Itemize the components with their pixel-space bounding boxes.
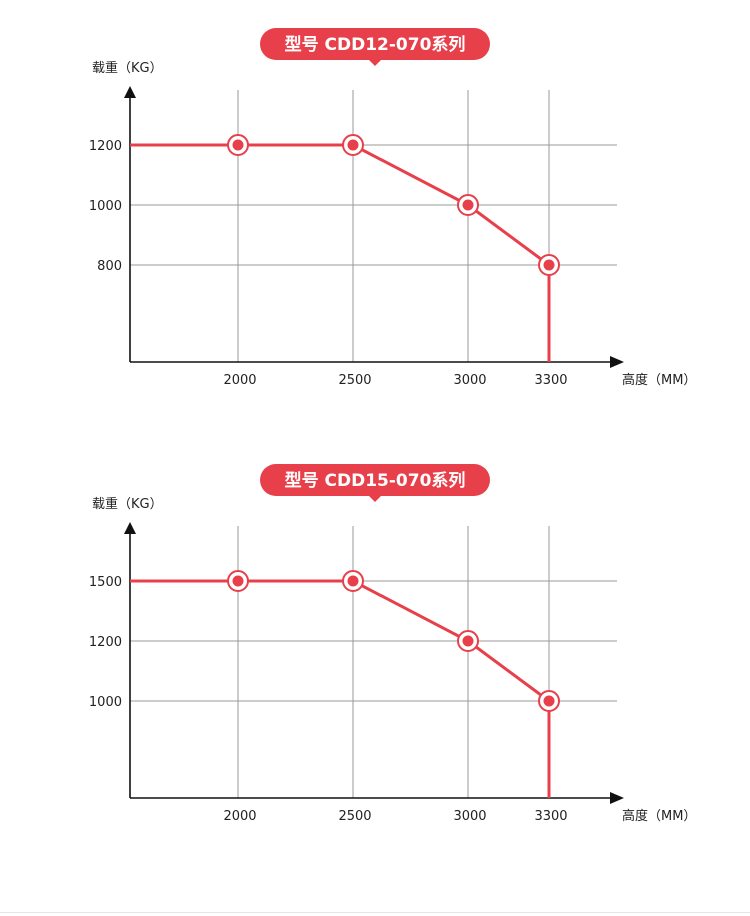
x-axis-label: 高度（MM） — [622, 372, 696, 388]
x-tick-label: 3300 — [534, 809, 567, 824]
x-axis-arrow — [610, 792, 624, 804]
x-tick-label: 3300 — [534, 373, 567, 388]
bottom-divider — [0, 912, 750, 913]
y-tick-label: 800 — [97, 259, 122, 274]
data-point — [232, 575, 244, 587]
title-pill — [260, 28, 490, 60]
x-tick-label: 3000 — [453, 809, 486, 824]
x-tick-label: 2500 — [338, 373, 371, 388]
y-tick-label: 1000 — [89, 695, 122, 710]
y-axis-arrow — [124, 522, 136, 534]
load-chart-cdd12: 型号 CDD12-070系列载重（KG） 1200 1000 800 2000 2500 3… — [0, 0, 750, 420]
x-tick-label: 3000 — [453, 373, 486, 388]
y-axis-label: 载重（KG） — [92, 60, 163, 76]
x-tick-label: 2000 — [223, 809, 256, 824]
data-point — [232, 139, 244, 151]
load-series-line — [130, 143, 551, 362]
x-axis-arrow — [610, 356, 624, 368]
x-axis-label: 高度（MM） — [622, 808, 696, 824]
y-tick-label: 1200 — [89, 139, 122, 154]
title-pill — [260, 464, 490, 496]
load-chart-cdd15: 型号 CDD15-070系列载重（KG） 1500 1200 1000 2000 2500… — [0, 436, 750, 856]
data-point — [347, 575, 359, 587]
y-tick-label: 1200 — [89, 635, 122, 650]
y-axis-arrow — [124, 86, 136, 98]
data-point — [347, 139, 359, 151]
chart-title: 型号 CDD15-070系列 — [285, 470, 466, 491]
data-point — [462, 199, 474, 211]
x-tick-label: 2000 — [223, 373, 256, 388]
title-pill-pointer — [369, 60, 381, 66]
data-point — [543, 695, 555, 707]
y-axis-label: 载重（KG） — [92, 496, 163, 512]
load-series-line — [130, 579, 551, 798]
y-tick-label: 1000 — [89, 199, 122, 214]
data-point — [462, 635, 474, 647]
chart-title: 型号 CDD12-070系列 — [285, 34, 466, 55]
data-point — [543, 259, 555, 271]
y-tick-label: 1500 — [89, 575, 122, 590]
x-tick-label: 2500 — [338, 809, 371, 824]
title-pill-pointer — [369, 496, 381, 502]
